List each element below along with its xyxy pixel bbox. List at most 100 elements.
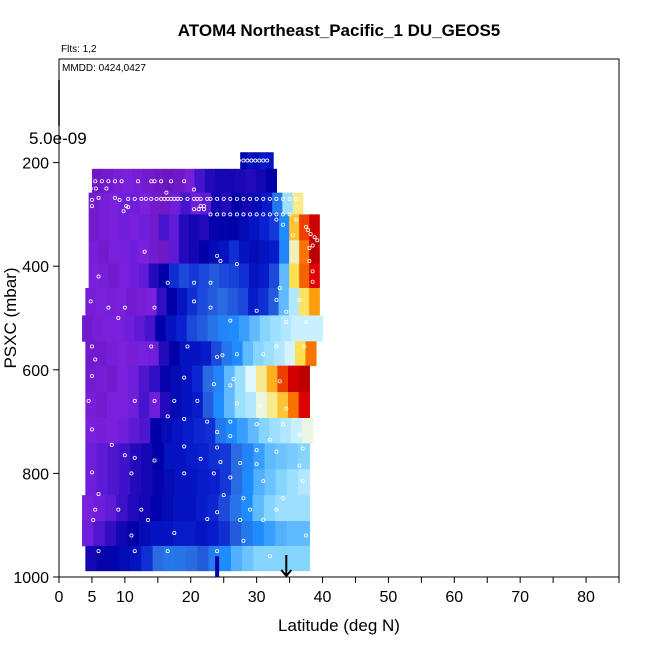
heatmap-cell: [227, 287, 239, 316]
sample-point: [297, 463, 302, 468]
sample-point: [205, 516, 210, 521]
heatmap-cell: [219, 469, 232, 496]
heatmap-cell: [224, 365, 236, 393]
sample-point: [274, 507, 279, 512]
heatmap-cell: [160, 192, 171, 215]
heatmap-cell: [148, 214, 160, 241]
sample-point: [182, 179, 187, 184]
heatmap-cell: [138, 263, 150, 289]
heatmap-cell: [168, 214, 180, 241]
heatmap-cell: [165, 315, 177, 342]
sample-point: [249, 158, 254, 163]
heatmap-cell: [208, 469, 221, 496]
heatmap-cell: [163, 545, 176, 572]
heatmap-cell: [128, 365, 140, 393]
heatmap-cell: [305, 341, 317, 367]
heatmap-cell: [156, 287, 168, 316]
heatmap-cell: [136, 287, 147, 316]
heatmap-cell: [269, 263, 280, 289]
heatmap-cell: [141, 469, 154, 496]
x-tick-label: 70: [511, 589, 529, 606]
heatmap-cell: [98, 240, 110, 265]
heatmap-cell: [286, 443, 299, 470]
sample-point: [261, 196, 266, 201]
sample-point: [208, 212, 213, 217]
sample-point: [304, 533, 309, 538]
sample-point: [297, 297, 302, 302]
heatmap-cell: [150, 521, 163, 547]
heatmap-cell: [231, 192, 243, 215]
heatmap-cell: [245, 392, 257, 419]
heatmap-cell: [108, 263, 120, 289]
heatmap-cell: [202, 365, 214, 393]
heatmap-cell: [163, 469, 176, 496]
heatmap-cell: [204, 417, 216, 444]
sample-point: [192, 207, 197, 212]
sample-point: [284, 406, 289, 411]
scale-value-label: 5.0e-09: [29, 129, 87, 148]
heatmap-cell: [234, 392, 246, 419]
heatmap-cell: [202, 392, 214, 419]
sample-point: [267, 212, 272, 217]
heatmap-cell: [123, 315, 135, 342]
heatmap-cell: [150, 495, 163, 522]
sample-point: [231, 377, 236, 382]
heatmap-cell: [85, 287, 97, 316]
sample-point: [178, 196, 183, 201]
heatmap-cell: [242, 341, 254, 367]
heatmap-cell: [153, 168, 165, 194]
heatmap-cell: [197, 469, 210, 496]
heatmap-cell: [286, 469, 299, 496]
sample-point: [261, 352, 266, 357]
heatmap-cell: [249, 214, 260, 241]
x-tick-label: 50: [380, 589, 398, 606]
y-axis-label: PSXC (mbar): [1, 267, 20, 368]
sample-point: [220, 353, 225, 358]
sample-point: [117, 197, 122, 202]
y-tick-label: 400: [22, 259, 49, 276]
sample-point: [253, 158, 258, 163]
heatmap-cell: [82, 521, 95, 547]
y-tick-label: 800: [22, 466, 49, 483]
sample-point: [267, 437, 272, 442]
heatmap-cell: [294, 341, 307, 367]
latitude-arrow: [280, 555, 293, 578]
x-tick-label: 0: [55, 589, 64, 606]
heatmap-cell: [286, 495, 299, 522]
heatmap-cell: [158, 341, 170, 367]
heatmap-cell: [113, 315, 125, 342]
heatmap-cell: [85, 469, 98, 496]
heatmap-cell: [249, 240, 260, 265]
sample-point: [290, 233, 295, 238]
heatmap-cell: [239, 214, 250, 241]
x-tick-label: 60: [445, 589, 463, 606]
heatmap-cell: [106, 365, 118, 393]
heatmap-cell: [238, 315, 250, 342]
heatmap-cell: [158, 263, 170, 289]
heatmap-cell: [166, 287, 178, 316]
flights-note: Flts: 1,2: [61, 44, 97, 55]
sample-point: [228, 318, 233, 323]
sample-point: [257, 404, 262, 409]
sample-point: [132, 398, 137, 403]
sample-point: [277, 285, 282, 290]
heatmap-cell: [279, 263, 290, 289]
heatmap-cell: [127, 495, 140, 522]
heatmap-cell: [297, 521, 310, 547]
heatmap-cell: [264, 545, 277, 572]
sample-point: [142, 249, 147, 254]
sample-point: [198, 196, 203, 201]
heatmap-cell: [118, 545, 131, 572]
heatmap-cell: [104, 521, 117, 547]
heatmap-cell: [211, 192, 222, 215]
sample-point: [241, 212, 246, 217]
heatmap-cell: [236, 417, 249, 444]
heatmap-cell: [96, 417, 108, 444]
heatmap-cell: [117, 365, 129, 393]
sample-point: [126, 205, 131, 210]
heatmap-cell: [169, 341, 181, 367]
heatmap-cell: [221, 192, 232, 215]
sample-point: [89, 344, 94, 349]
heatmap-cell: [126, 287, 137, 316]
